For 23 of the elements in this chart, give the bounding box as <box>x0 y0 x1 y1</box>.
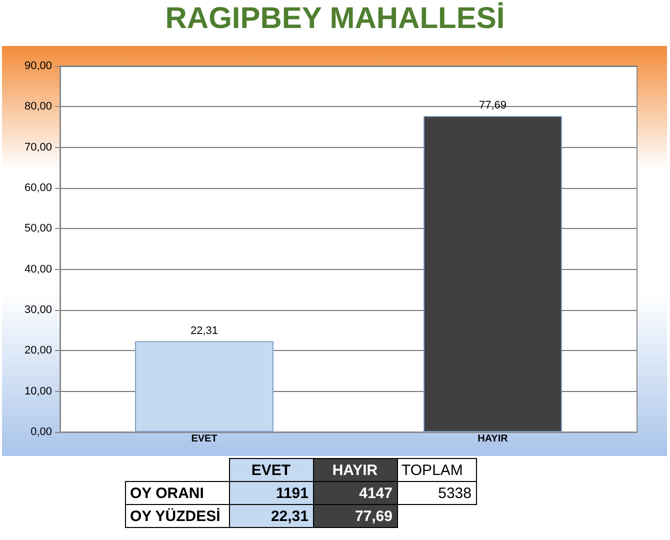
text: TOPLAM <box>397 458 476 482</box>
y-tick-label: 0,00 <box>30 426 52 438</box>
text: 1191 <box>229 482 313 504</box>
y-tick-label: 20,00 <box>24 344 52 357</box>
y-tick-label: 60,00 <box>24 182 52 194</box>
category-label: HAYIR <box>332 462 378 478</box>
y-tick-label: 70,00 <box>24 141 52 154</box>
text: 22,31 <box>190 324 218 337</box>
text: OY ORANI <box>126 482 229 504</box>
text: 5338 <box>397 482 476 504</box>
chart-title: RAGIPBEY MAHALLESİ <box>164 2 506 36</box>
y-tick-label: 10,00 <box>24 385 52 398</box>
text: 4147 <box>313 482 397 504</box>
y-tick-label: 50,00 <box>24 222 52 235</box>
y-tick-label: 90,00 <box>24 60 52 72</box>
y-tick-label: 40,00 <box>24 263 52 276</box>
data-label: 22,31 <box>229 504 313 528</box>
text: 77,69 <box>478 100 507 112</box>
y-tick-label: 30,00 <box>24 304 52 316</box>
category-label: EVET <box>251 462 291 478</box>
y-tick-label: 80,00 <box>24 100 52 113</box>
data-label: 77,69 <box>313 504 397 528</box>
text: OY YÜZDESİ <box>126 504 229 528</box>
